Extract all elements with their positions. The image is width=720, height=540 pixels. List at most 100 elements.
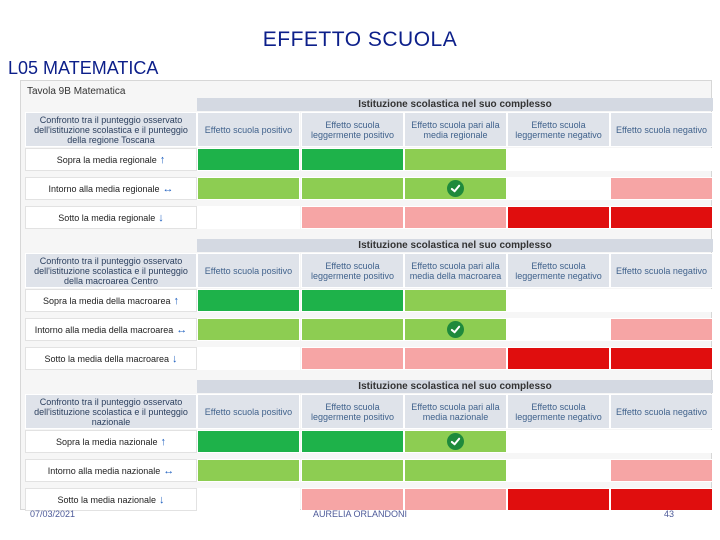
matrix-cell [507,347,610,370]
column-header: Effetto scuola leggermente negativo [507,112,610,147]
column-header: Effetto scuola pari alla media regionale [404,112,507,147]
matrix-cell [197,289,300,312]
row-label-text: Sopra la media regionale [56,154,157,165]
footer-author: AURELIA ORLANDONI [312,509,408,519]
column-header: Effetto scuola leggermente negativo [507,394,610,429]
row-label: Sotto la media regionale ↓ [25,206,197,229]
up-arrow-icon: ↑ [160,435,167,448]
matrix-cell [404,347,507,370]
slide-title: EFFETTO SCUOLA [262,28,458,51]
matrix-cell [301,177,404,200]
matrix-cell [610,177,713,200]
matrix-cell [507,430,610,453]
matrix-cell-selected [404,430,507,453]
matrix-cell [507,318,610,341]
row-label: Intorno alla media della macroarea ↔ [25,318,197,341]
column-header: Effetto scuola positivo [197,112,300,147]
matrix-cell [301,459,404,482]
matrix-cell [610,148,713,171]
row-label: Sopra la media regionale ↑ [25,148,197,171]
matrix-cell [404,206,507,229]
matrix-cell [610,459,713,482]
column-header: Effetto scuola positivo [197,394,300,429]
up-arrow-icon: ↑ [159,153,166,166]
matrix-cell [507,206,610,229]
matrix-cell [610,430,713,453]
comparison-header: Confronto tra il punteggio osservato del… [25,394,197,429]
matrix-cell [404,289,507,312]
matrix-cell [610,488,713,511]
matrix-cell [610,289,713,312]
column-header: Effetto scuola pari alla media della mac… [404,253,507,288]
matrix-cell [197,430,300,453]
left-right-arrow-icon: ↔ [176,323,188,336]
row-label: Sotto la media della macroarea ↓ [25,347,197,370]
matrix-cell [610,206,713,229]
left-right-arrow-icon: ↔ [163,464,175,477]
row-label: Intorno alla media nazionale ↔ [25,459,197,482]
matrix-cell [507,148,610,171]
matrix-cell [197,148,300,171]
table-screenshot: Tavola 9B Matematica Istituzione scolast… [20,80,713,511]
matrix-cell [197,318,300,341]
column-header: Effetto scuola negativo [610,112,713,147]
matrix-cell [197,177,300,200]
row-label-text: Sotto la media nazionale [57,494,157,505]
matrix-cell [610,318,713,341]
table-caption: Tavola 9B Matematica [27,86,126,97]
row-label-text: Intorno alla media della macroarea [34,324,174,335]
down-arrow-icon: ↓ [172,352,178,365]
row-label: Sopra la media della macroarea ↑ [25,289,197,312]
checkmark-icon [447,433,464,450]
matrix-cell [610,347,713,370]
comparison-header: Confronto tra il punteggio osservato del… [25,253,197,288]
row-label-text: Sopra la media della macroarea [42,295,171,306]
page-number: 43 [664,509,675,519]
matrix-cell [197,459,300,482]
row-label-text: Sotto la media regionale [58,212,156,223]
column-header: Effetto scuola leggermente positivo [301,394,404,429]
checkmark-icon [447,321,464,338]
column-header: Effetto scuola leggermente positivo [301,253,404,288]
matrix-cell [301,289,404,312]
comparison-header: Confronto tra il punteggio osservato del… [25,112,197,147]
panel-header: Istituzione scolastica nel suo complesso [197,98,713,111]
matrix-cell [507,459,610,482]
column-header: Effetto scuola negativo [610,394,713,429]
matrix-cell [507,289,610,312]
panel-header: Istituzione scolastica nel suo complesso [197,239,713,252]
row-label-text: Intorno alla media regionale [48,183,160,194]
column-header: Effetto scuola leggermente positivo [301,112,404,147]
panel-header: Istituzione scolastica nel suo complesso [197,380,713,393]
matrix-cell [197,206,300,229]
matrix-cell [507,177,610,200]
matrix-cell [197,488,300,511]
matrix-cell [301,206,404,229]
matrix-cell [507,488,610,511]
down-arrow-icon: ↓ [159,493,165,506]
matrix-cell [404,148,507,171]
row-label-text: Sotto la media della macroarea [44,353,170,364]
matrix-cell [197,347,300,370]
matrix-cell [301,488,404,511]
matrix-cell [404,459,507,482]
column-header: Effetto scuola leggermente negativo [507,253,610,288]
matrix-cell-selected [404,318,507,341]
matrix-cell [301,148,404,171]
checkmark-icon [447,180,464,197]
column-header: Effetto scuola pari alla media nazionale [404,394,507,429]
row-label: Intorno alla media regionale ↔ [25,177,197,200]
down-arrow-icon: ↓ [158,211,164,224]
row-label-text: Intorno alla media nazionale [47,465,161,476]
row-label: Sotto la media nazionale ↓ [25,488,197,511]
row-label: Sopra la media nazionale ↑ [25,430,197,453]
matrix-cell [301,347,404,370]
row-label-text: Sopra la media nazionale [55,436,158,447]
left-right-arrow-icon: ↔ [162,182,174,195]
slide-subtitle: L05 MATEMATICA [8,58,159,78]
column-header: Effetto scuola positivo [197,253,300,288]
matrix-cell [301,430,404,453]
matrix-cell [301,318,404,341]
matrix-cell [404,488,507,511]
matrix-cell-selected [404,177,507,200]
